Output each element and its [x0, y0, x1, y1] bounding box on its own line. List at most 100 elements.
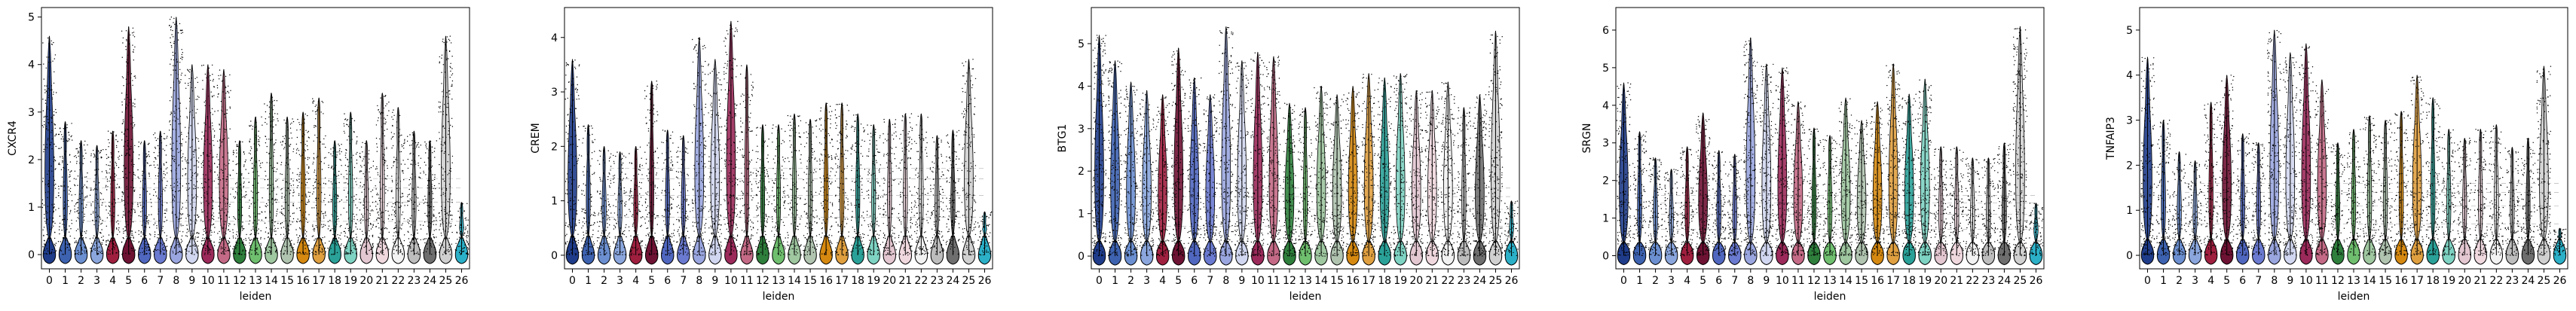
data-point — [130, 236, 132, 238]
data-point — [427, 225, 429, 227]
data-point — [577, 233, 579, 235]
data-point — [430, 243, 432, 245]
data-point — [350, 236, 352, 237]
data-point — [202, 80, 203, 81]
data-point — [265, 175, 267, 177]
data-point — [272, 242, 274, 243]
data-point — [145, 200, 147, 202]
data-point — [572, 236, 574, 238]
data-point — [250, 146, 252, 148]
data-point — [207, 117, 209, 119]
data-point — [288, 204, 289, 206]
data-point — [425, 198, 427, 200]
data-point — [229, 106, 231, 108]
data-point — [353, 120, 356, 121]
data-point — [460, 230, 462, 233]
data-point — [314, 111, 317, 113]
data-point — [130, 187, 132, 188]
data-point — [657, 114, 659, 116]
data-point — [333, 254, 335, 255]
data-point — [571, 176, 574, 178]
data-point — [47, 96, 49, 99]
data-point — [463, 211, 465, 212]
data-point — [45, 67, 47, 69]
data-point — [65, 236, 66, 238]
data-point — [164, 242, 165, 244]
data-point — [325, 157, 326, 158]
data-point — [641, 224, 642, 226]
data-point — [313, 161, 314, 163]
data-point — [200, 197, 203, 199]
data-point — [425, 174, 427, 175]
data-point — [289, 127, 292, 129]
data-point — [347, 252, 349, 254]
data-point — [115, 139, 117, 141]
data-point — [451, 117, 453, 119]
data-point — [427, 157, 429, 159]
data-point — [590, 200, 592, 202]
data-point — [451, 84, 453, 85]
data-point — [440, 111, 442, 113]
data-point — [467, 230, 469, 232]
data-point — [402, 254, 403, 255]
data-point — [224, 163, 225, 165]
data-point — [292, 212, 294, 215]
data-point — [589, 175, 591, 177]
data-point — [379, 246, 381, 248]
data-point — [204, 105, 206, 106]
data-point — [205, 249, 207, 252]
data-point — [158, 242, 159, 243]
data-point — [593, 242, 595, 245]
violin-21 — [375, 93, 390, 264]
data-point — [143, 219, 145, 221]
data-point — [125, 153, 127, 154]
data-point — [293, 252, 295, 254]
data-point — [173, 42, 175, 44]
data-point — [385, 188, 387, 191]
data-point — [57, 241, 60, 242]
data-point — [43, 151, 44, 153]
data-point — [109, 250, 111, 252]
data-point — [396, 201, 398, 203]
data-point — [448, 38, 450, 40]
data-point — [155, 139, 158, 142]
data-point — [122, 252, 124, 255]
data-point — [48, 192, 50, 194]
data-point — [178, 218, 179, 220]
data-point — [425, 164, 427, 166]
data-point — [578, 222, 580, 224]
data-point — [463, 234, 464, 236]
data-point — [400, 242, 402, 245]
data-point — [460, 206, 462, 209]
data-point — [117, 141, 118, 142]
data-point — [305, 218, 307, 220]
data-point — [384, 130, 385, 131]
data-point — [615, 243, 616, 245]
data-point — [220, 215, 222, 217]
data-point — [271, 167, 274, 169]
data-point — [424, 195, 426, 197]
data-point — [621, 200, 623, 202]
data-point — [170, 165, 172, 166]
data-point — [158, 210, 160, 212]
data-point — [270, 121, 271, 123]
data-point — [190, 235, 191, 236]
data-point — [429, 215, 430, 217]
data-point — [298, 150, 300, 151]
data-point — [118, 187, 120, 188]
data-point — [106, 252, 108, 253]
data-point — [339, 200, 341, 203]
data-point — [403, 245, 405, 247]
data-point — [567, 63, 568, 66]
data-point — [395, 202, 396, 203]
data-point — [229, 203, 231, 205]
data-point — [589, 237, 591, 239]
data-point — [63, 140, 64, 142]
data-point — [639, 166, 641, 168]
data-point — [165, 154, 167, 156]
data-point — [222, 172, 224, 174]
data-point — [194, 245, 197, 247]
data-point — [384, 148, 385, 150]
data-point — [346, 252, 347, 254]
data-point — [433, 206, 435, 208]
